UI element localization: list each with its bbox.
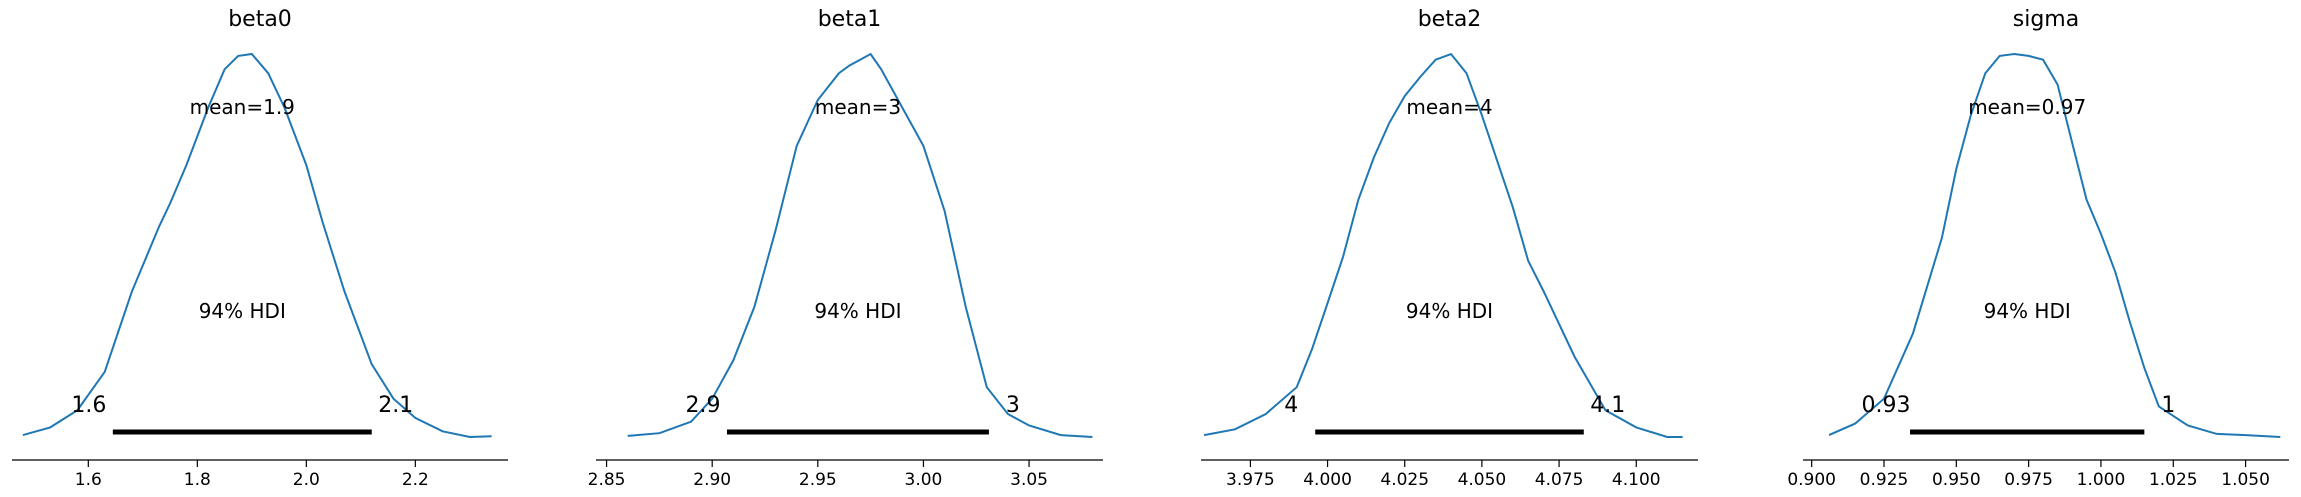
x-tick-label-beta1-1: 2.90: [693, 470, 731, 490]
mean-label-beta1: mean=3: [815, 95, 901, 119]
mean-label-beta0: mean=1.9: [190, 95, 295, 119]
panel-title-beta2: beta2: [1418, 7, 1482, 32]
x-tick-label-beta0-1: 1.8: [184, 470, 211, 490]
hdi-label-sigma: 94% HDI: [1984, 299, 2071, 323]
hdi-low-label-beta0: 1.6: [71, 393, 106, 418]
x-tick-label-beta2-4: 4.075: [1535, 470, 1584, 490]
hdi-high-label-beta0: 2.1: [378, 393, 413, 418]
hdi-label-beta2: 94% HDI: [1406, 299, 1493, 323]
x-tick-label-sigma-1: 0.925: [1860, 470, 1909, 490]
x-tick-label-beta0-0: 1.6: [75, 470, 102, 490]
x-tick-label-beta1-3: 3.00: [905, 470, 943, 490]
hdi-low-label-beta1: 2.9: [685, 393, 720, 418]
x-tick-label-beta0-2: 2.0: [293, 470, 320, 490]
density-curve-sigma: [1828, 52, 2281, 438]
x-tick-label-sigma-6: 1.050: [2221, 470, 2270, 490]
x-tick-label-sigma-3: 0.975: [2004, 470, 2053, 490]
hdi-high-label-sigma: 1: [2161, 393, 2175, 418]
x-tick-label-beta2-1: 4.000: [1303, 470, 1352, 490]
panel-title-sigma: sigma: [2013, 7, 2079, 32]
density-curve-beta0: [22, 52, 492, 439]
hdi-label-beta0: 94% HDI: [199, 299, 286, 323]
x-tick-label-sigma-5: 1.025: [2149, 470, 2198, 490]
hdi-label-beta1: 94% HDI: [814, 299, 901, 323]
density-curve-beta1: [627, 52, 1093, 438]
density-curve-beta2: [1203, 52, 1683, 438]
x-tick-label-beta2-5: 4.100: [1612, 470, 1661, 490]
hdi-low-label-beta2: 4: [1284, 393, 1298, 418]
x-tick-label-sigma-0: 0.900: [1787, 470, 1836, 490]
mean-label-sigma: mean=0.97: [1968, 95, 2086, 119]
x-tick-label-beta0-3: 2.2: [402, 470, 429, 490]
x-tick-label-sigma-4: 1.000: [2077, 470, 2126, 490]
panel-title-beta0: beta0: [228, 7, 292, 32]
x-tick-label-beta2-2: 4.025: [1380, 470, 1429, 490]
x-tick-label-beta1-0: 2.85: [588, 470, 626, 490]
x-tick-label-sigma-2: 0.950: [1932, 470, 1981, 490]
x-tick-label-beta1-4: 3.05: [1010, 470, 1048, 490]
hdi-high-label-beta1: 3: [1006, 393, 1020, 418]
hdi-high-label-beta2: 4.1: [1590, 393, 1625, 418]
x-tick-label-beta1-2: 2.95: [799, 470, 837, 490]
hdi-low-label-sigma: 0.93: [1862, 393, 1911, 418]
x-tick-label-beta2-3: 4.050: [1458, 470, 1507, 490]
panel-title-beta1: beta1: [818, 7, 882, 32]
mean-label-beta2: mean=4: [1406, 95, 1492, 119]
x-tick-label-beta2-0: 3.975: [1226, 470, 1275, 490]
